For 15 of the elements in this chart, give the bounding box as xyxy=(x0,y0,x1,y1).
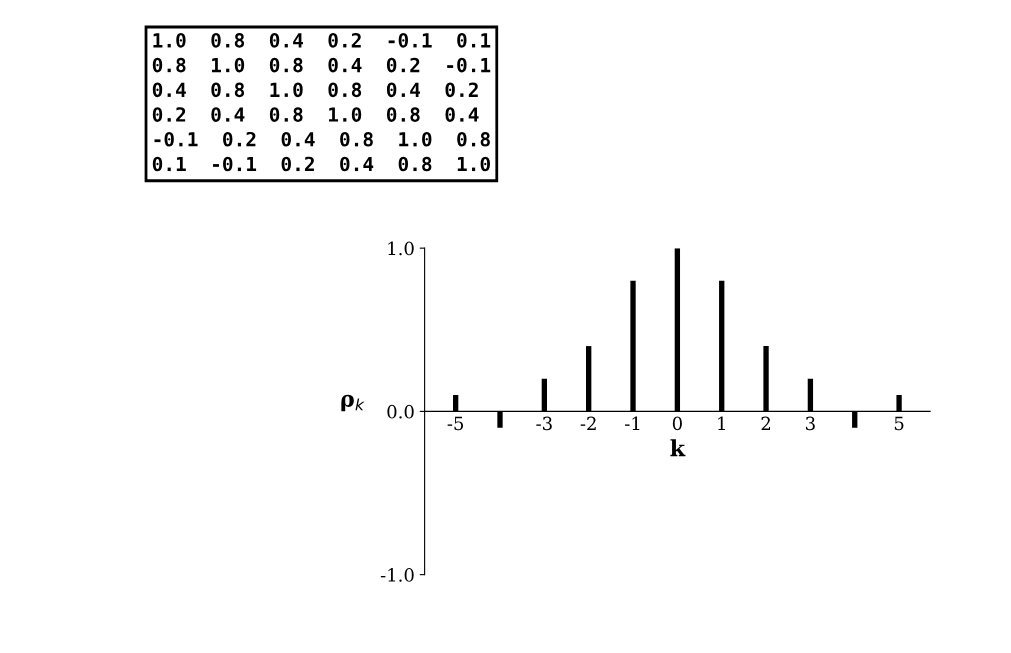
x-axis-title: k xyxy=(670,439,686,457)
y-tick-label: -1.0 xyxy=(380,568,414,582)
y-tick-label: 1.0 xyxy=(388,241,414,256)
x-tick-label: -1 xyxy=(625,416,640,430)
y-axis-title: ρ$_{k}$ xyxy=(341,394,365,412)
x-tick-label: -5 xyxy=(447,416,464,431)
text: 1.0 0.8 0.4 0.2 -0.1 0.1 0.8 1.0 0.8 0.4 0.2 -0.1 0.4 0.8 1.0 0.8 0.4 0.2 0.2 0.4 0.8 1.0 0.8 0.4 -0.1 0.2 0.4 0.8 1.0 0.8 0.1 -0.1 0.2 0.4 0.8 1.0 xyxy=(152,32,491,172)
y-tick-label: 0.0 xyxy=(387,404,414,419)
x-tick-label: 0 xyxy=(672,416,682,431)
x-tick-label: 1 xyxy=(718,416,725,430)
x-tick-label: 5 xyxy=(894,416,904,431)
x-tick-label: 3 xyxy=(806,416,815,431)
x-tick-label: -2 xyxy=(580,416,596,430)
x-tick-label: -3 xyxy=(536,416,552,431)
x-tick-label: 2 xyxy=(761,416,771,430)
